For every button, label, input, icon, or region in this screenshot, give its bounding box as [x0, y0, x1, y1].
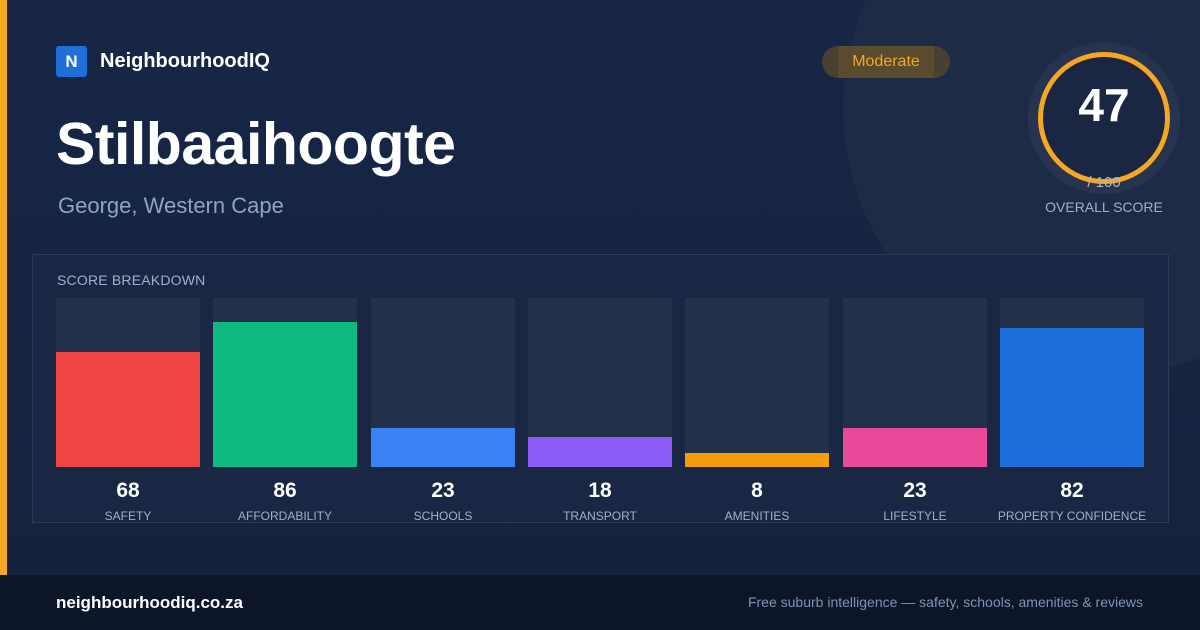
overall-score-ring: 47 / 100: [1028, 42, 1180, 194]
bar-value: 86: [273, 479, 297, 502]
bar-track: [843, 298, 987, 467]
bar-label: LIFESTYLE: [883, 509, 947, 523]
bar-track: [213, 298, 357, 467]
overall-score-max: / 100: [1087, 174, 1121, 191]
footer-url[interactable]: neighbourhoodiq.co.za: [56, 593, 243, 612]
bar-label: PROPERTY CONFIDENCE: [997, 509, 1147, 523]
score-ring-progress: [1038, 52, 1170, 184]
badge-highlight: [838, 46, 934, 78]
bar-fill: [685, 453, 829, 467]
suburb-name: Stilbaaihoogte: [56, 111, 456, 177]
suburb-location: George, Western Cape: [58, 193, 284, 218]
overall-score-value: 47: [1078, 79, 1130, 131]
bar-label: SAFETY: [104, 509, 152, 523]
brand: N NeighbourhoodIQ: [56, 46, 270, 77]
bar-fill: [371, 428, 515, 467]
bar-fill: [843, 428, 987, 467]
rating-badge-label: Moderate: [852, 53, 920, 70]
score-breakdown-panel: SCORE BREAKDOWN 68 SAFETY 86 AFFORDABILITY 2…: [32, 254, 1169, 523]
accent-strip: [0, 0, 7, 575]
bar-fill: [528, 437, 672, 467]
bar-value: 82: [1060, 479, 1084, 502]
bar-track: [1000, 298, 1144, 467]
breakdown-bar-lifestyle: 23 LIFESTYLE: [843, 298, 987, 523]
breakdown-bar-transport: 18 TRANSPORT: [528, 298, 672, 523]
bar-fill: [1000, 328, 1144, 467]
brand-name: NeighbourhoodIQ: [100, 50, 270, 72]
breakdown-bar-property-confidence: 82 PROPERTY CONFIDENCE: [998, 298, 1146, 523]
bar-label: SCHOOLS: [413, 509, 473, 523]
bar-value: 8: [751, 479, 763, 502]
breakdown-bar-amenities: 8 AMENITIES: [685, 298, 829, 523]
bar-value: 23: [431, 479, 455, 502]
brand-logo-icon: N: [56, 46, 87, 77]
bar-track: [685, 298, 829, 467]
bar-value: 23: [903, 479, 927, 502]
bar-label: TRANSPORT: [563, 509, 637, 523]
breakdown-bar-schools: 23 SCHOOLS: [371, 298, 515, 523]
breakdown-bar-safety: 68 SAFETY: [56, 298, 200, 523]
bar-track: [528, 298, 672, 467]
bar-value: 68: [116, 479, 140, 502]
bar-fill: [213, 322, 357, 467]
breakdown-bar-affordability: 86 AFFORDABILITY: [213, 298, 357, 523]
bar-track: [371, 298, 515, 467]
breakdown-title: SCORE BREAKDOWN: [57, 272, 206, 288]
bar-label: AFFORDABILITY: [237, 509, 332, 523]
bar-value: 18: [588, 479, 612, 502]
bar-track: [56, 298, 200, 467]
rating-badge: Moderate: [822, 46, 950, 78]
footer: neighbourhoodiq.co.za Free suburb intell…: [0, 575, 1200, 630]
overall-score-caption: OVERALL SCORE: [1045, 199, 1163, 215]
bar-label: AMENITIES: [724, 509, 790, 523]
footer-tagline: Free suburb intelligence — safety, schoo…: [747, 594, 1143, 610]
bar-fill: [56, 352, 200, 467]
